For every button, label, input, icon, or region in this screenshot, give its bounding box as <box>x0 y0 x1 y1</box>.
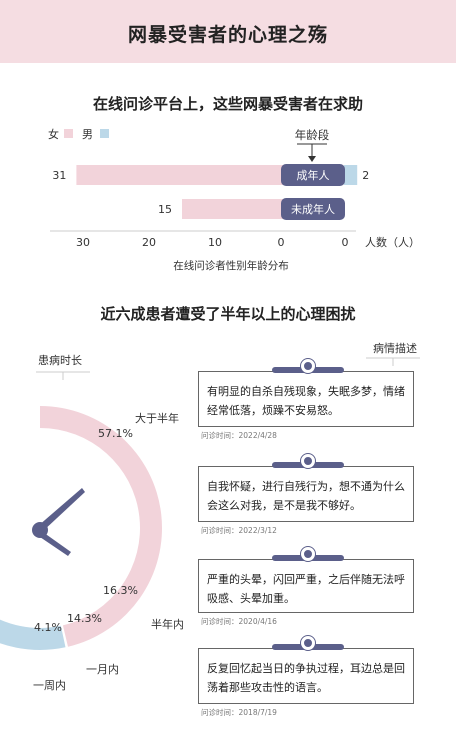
bar-male-0 <box>344 165 358 185</box>
case-card-text: 严重的头晕，闪回严重，之后伴随无法呼吸感、头晕加重。 <box>207 573 405 605</box>
x-tick-label: 10 <box>208 236 222 249</box>
header-banner <box>0 0 456 63</box>
card-clip-ring <box>301 454 315 468</box>
bar-female-value-0: 31 <box>52 169 66 182</box>
legend-male-swatch <box>100 129 109 138</box>
age-pill-label-0: 成年人 <box>297 168 330 182</box>
age-pill-1 <box>281 198 345 220</box>
donut-label-7: 一周内 <box>33 678 66 692</box>
age-label-arrowhead <box>308 156 316 162</box>
case-card: 反复回忆起当日的争执过程，耳边总是回荡着那些攻击性的语言。 <box>198 648 414 704</box>
donut-label-4: 14.3% <box>67 612 102 625</box>
case-card-date: 问诊时间：2018/7/19 <box>201 708 277 717</box>
donut-slice-0 <box>40 406 163 647</box>
legend-male-label: 男 <box>82 128 93 141</box>
clock-center <box>32 522 48 538</box>
gender-age-bar-chart: 女 男 年龄段 31 2 成年人 15 未成年人 30 20 10 0 0 人数（人） 在线问诊者性别年龄分… <box>48 127 420 272</box>
case-card-date: 问诊时间：2020/4/16 <box>201 617 277 626</box>
donut-label-1: 57.1% <box>98 427 133 440</box>
case-card-date: 问诊时间：2022/4/28 <box>201 431 277 440</box>
card-clip-ring <box>301 359 315 373</box>
case-card: 有明显的自杀自残现象，失眠多梦，情绪经常低落，烦躁不安易怒。 <box>198 371 414 427</box>
card-clip-ring <box>301 547 315 561</box>
bar-male-value-0: 2 <box>362 169 369 182</box>
x-tick-label: 20 <box>142 236 156 249</box>
case-card: 自我怀疑，进行自残行为，想不通为什么会这么对我，是不是我不够好。 <box>198 466 414 522</box>
donut-label-6: 4.1% <box>34 621 62 634</box>
x-tick-label: 30 <box>76 236 90 249</box>
donut-label-5: 一月内 <box>86 662 119 676</box>
chart1-caption: 在线问诊者性别年龄分布 <box>173 259 289 272</box>
card-clip-ring <box>301 636 315 650</box>
donut-label-3: 半年内 <box>151 617 184 631</box>
duration-label: 患病时长 <box>38 353 82 367</box>
clock-minute-hand <box>38 488 85 532</box>
age-group-label: 年龄段 <box>295 128 330 142</box>
legend-female-label: 女 <box>48 127 59 141</box>
case-card-date: 问诊时间：2022/3/12 <box>201 526 277 535</box>
clock-hour-hand <box>37 530 71 556</box>
age-pill-0 <box>281 164 345 186</box>
bar-female-value-1: 15 <box>158 203 172 216</box>
case-card-text: 有明显的自杀自残现象，失眠多梦，情绪经常低落，烦躁不安易怒。 <box>207 385 405 417</box>
x-tick-label: 0 <box>342 236 349 249</box>
description-label: 病情描述 <box>373 341 417 355</box>
x-axis-unit: 人数（人） <box>365 236 420 249</box>
bar-female-0 <box>76 165 322 185</box>
donut-slice-1 <box>0 619 66 650</box>
age-pill-label-1: 未成年人 <box>291 202 335 216</box>
x-tick-label: 0 <box>278 236 285 249</box>
section2-title: 近六成患者遭受了半年以上的心理困扰 <box>100 305 356 323</box>
legend-female-swatch <box>64 129 73 138</box>
case-card-text: 自我怀疑，进行自残行为，想不通为什么会这么对我，是不是我不够好。 <box>207 480 405 512</box>
page-title: 网暴受害者的心理之殇 <box>127 24 328 46</box>
case-card-text: 反复回忆起当日的争执过程，耳边总是回荡着那些攻击性的语言。 <box>207 662 405 694</box>
section1-title: 在线问诊平台上，这些网暴受害者在求助 <box>92 95 363 113</box>
case-card: 严重的头晕，闪回严重，之后伴随无法呼吸感、头晕加重。 <box>198 559 414 613</box>
donut-label-0: 大于半年 <box>135 411 179 425</box>
donut-label-2: 16.3% <box>103 584 138 597</box>
